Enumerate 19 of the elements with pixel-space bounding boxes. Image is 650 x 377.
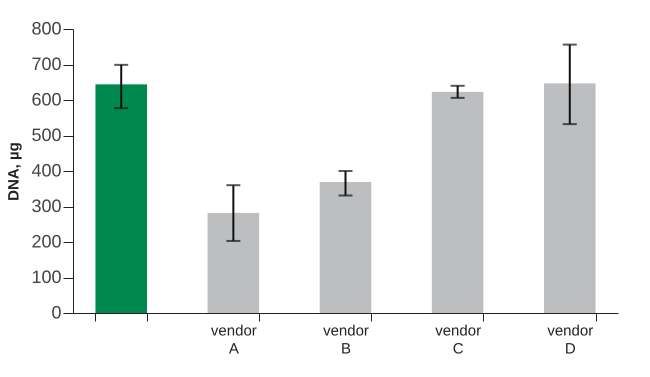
y-tick-label: 0: [51, 302, 62, 322]
y-tick-label: 500: [31, 125, 62, 145]
x-tick-label: vendor D: [547, 322, 594, 358]
y-axis-title: DNA, µg: [5, 142, 22, 201]
y-tick-label: 200: [31, 232, 62, 252]
x-tick-label: vendor B: [323, 322, 369, 358]
y-tick-label: 600: [31, 90, 62, 110]
bar: [208, 212, 260, 313]
bar: [95, 84, 148, 313]
bar: [320, 182, 372, 313]
y-tick-label: 300: [31, 196, 62, 216]
bar: [432, 92, 484, 313]
y-tick-label: 700: [31, 54, 62, 74]
x-tick-label: vendor C: [435, 322, 482, 358]
y-tick-label: 100: [31, 267, 62, 287]
bar: [544, 83, 596, 313]
y-tick-label: 800: [31, 18, 62, 38]
x-tick-label: vendor A: [210, 322, 257, 358]
y-tick-label: 400: [31, 160, 62, 180]
